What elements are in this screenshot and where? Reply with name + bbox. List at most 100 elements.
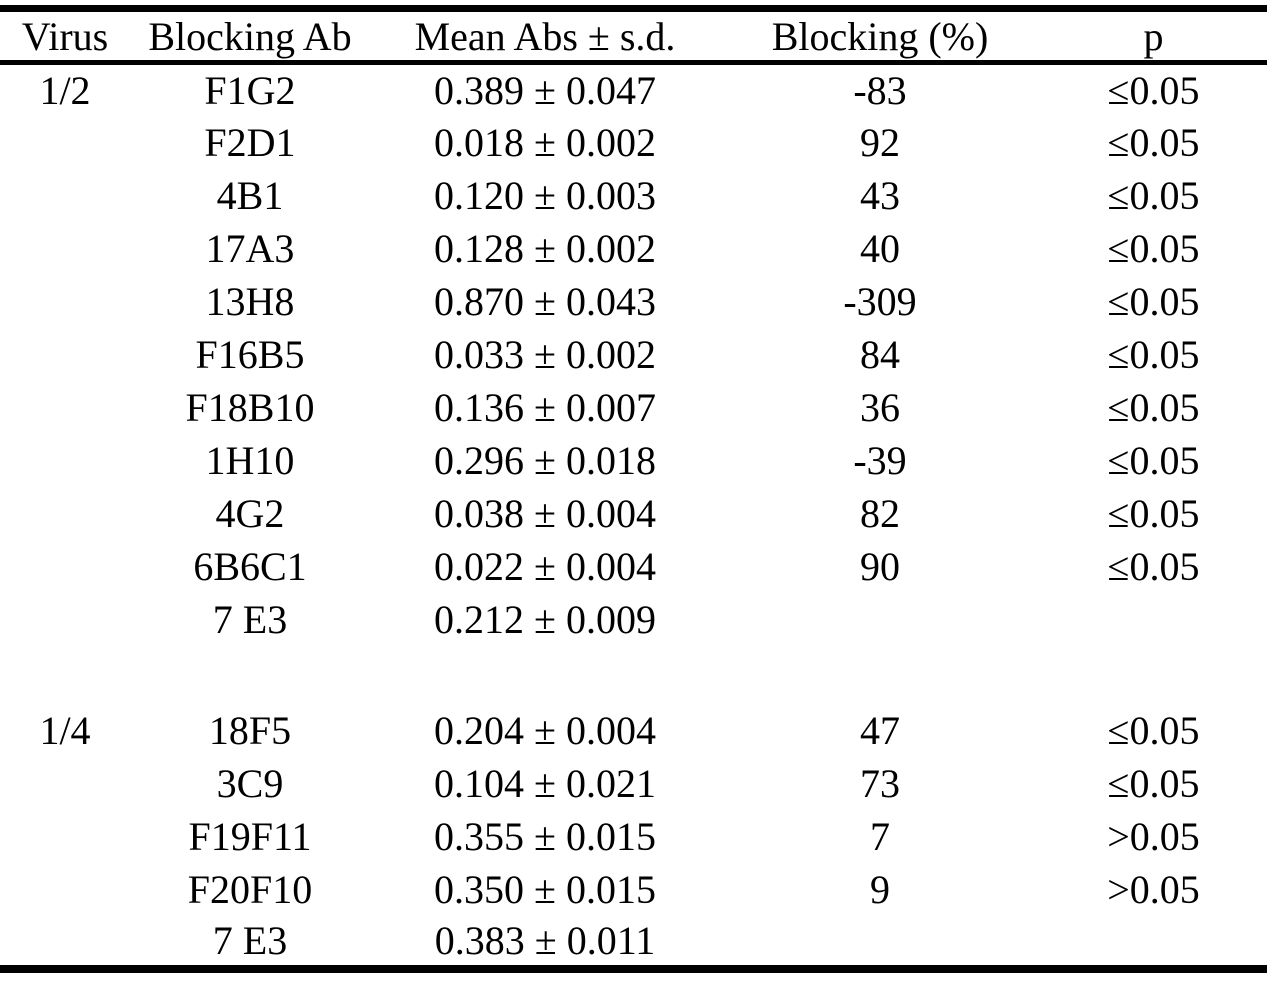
- blocking-ab-cell: 18F5: [208, 707, 292, 753]
- blocking-ab-cell: [130, 646, 370, 704]
- p-cell: ≤0.05: [1107, 760, 1200, 806]
- blocking-ab-cell: 17A3: [205, 225, 295, 271]
- p-cell: ≤0.05: [1107, 119, 1200, 165]
- p-cell: ≤0.05: [1107, 490, 1200, 536]
- table-row: 13H8 0.870 ± 0.043 -309 ≤0.05: [0, 275, 1267, 328]
- table-header-row: Virus Blocking Ab Mean Abs ± s.d. Blocki…: [0, 8, 1267, 63]
- blocking-pct-cell: 43: [860, 172, 900, 218]
- virus-cell: [0, 593, 130, 646]
- virus-cell: [0, 222, 130, 275]
- table-row: 1/2 F1G2 0.389 ± 0.047 -83 ≤0.05: [0, 63, 1267, 116]
- mean-abs-cell: 0.136 ± 0.007: [434, 384, 656, 430]
- blocking-pct-cell: 40: [860, 225, 900, 271]
- blocking-ab-cell: 7 E3: [212, 917, 288, 963]
- mean-abs-cell: 0.870 ± 0.043: [434, 278, 656, 324]
- blocking-pct-cell: [720, 916, 1040, 969]
- virus-cell: 1/2: [39, 67, 91, 113]
- table-row: 1H10 0.296 ± 0.018 -39 ≤0.05: [0, 434, 1267, 487]
- blocking-results-table: Virus Blocking Ab Mean Abs ± s.d. Blocki…: [0, 5, 1267, 973]
- virus-cell: [0, 434, 130, 487]
- p-cell: ≤0.05: [1107, 384, 1200, 430]
- virus-cell: [0, 275, 130, 328]
- virus-cell: [0, 810, 130, 863]
- blocking-pct-cell: 92: [860, 119, 900, 165]
- column-header-p: p: [1143, 13, 1164, 59]
- mean-abs-cell: 0.038 ± 0.004: [434, 490, 656, 536]
- p-cell: ≤0.05: [1107, 543, 1200, 589]
- blocking-pct-cell: -83: [853, 67, 907, 113]
- blocking-pct-cell: [720, 593, 1040, 646]
- mean-abs-cell: 0.128 ± 0.002: [434, 225, 656, 271]
- table-row: 6B6C1 0.022 ± 0.004 90 ≤0.05: [0, 540, 1267, 593]
- virus-cell: [0, 116, 130, 169]
- p-cell: [1040, 646, 1267, 704]
- column-header-mean-abs: Mean Abs ± s.d.: [414, 13, 676, 59]
- p-cell: >0.05: [1107, 813, 1200, 859]
- blocking-pct-cell: 82: [860, 490, 900, 536]
- virus-cell: 1/4: [39, 707, 91, 753]
- table-row: F16B5 0.033 ± 0.002 84 ≤0.05: [0, 328, 1267, 381]
- column-header-blocking-ab: Blocking Ab: [148, 13, 352, 59]
- mean-abs-cell: 0.350 ± 0.015: [434, 866, 656, 912]
- table-row: 1/4 18F5 0.204 ± 0.004 47 ≤0.05: [0, 704, 1267, 757]
- mean-abs-cell: 0.033 ± 0.002: [434, 331, 656, 377]
- blocking-ab-cell: 3C9: [216, 760, 284, 806]
- table-row: 4G2 0.038 ± 0.004 82 ≤0.05: [0, 487, 1267, 540]
- p-cell: ≤0.05: [1107, 278, 1200, 324]
- table-row: 3C9 0.104 ± 0.021 73 ≤0.05: [0, 757, 1267, 810]
- p-cell: ≤0.05: [1107, 437, 1200, 483]
- blocking-ab-cell: F16B5: [195, 331, 305, 377]
- column-header-blocking-pct: Blocking (%): [771, 13, 989, 59]
- table-row: 7 E3 0.212 ± 0.009: [0, 593, 1267, 646]
- mean-abs-cell: [370, 646, 720, 704]
- virus-cell: [0, 646, 130, 704]
- mean-abs-cell: 0.296 ± 0.018: [434, 437, 656, 483]
- virus-cell: [0, 381, 130, 434]
- blocking-pct-cell: -39: [853, 437, 907, 483]
- p-cell: >0.05: [1107, 866, 1200, 912]
- virus-cell: [0, 540, 130, 593]
- table-body: 1/2 F1G2 0.389 ± 0.047 -83 ≤0.05 F2D1 0.018 ± …: [0, 63, 1267, 969]
- table-row: 7 E3 0.383 ± 0.011: [0, 916, 1267, 969]
- virus-cell: [0, 328, 130, 381]
- column-header-virus: Virus: [21, 13, 109, 59]
- virus-cell: [0, 916, 130, 969]
- mean-abs-cell: 0.104 ± 0.021: [434, 760, 656, 806]
- virus-cell: [0, 487, 130, 540]
- blocking-ab-cell: F20F10: [187, 866, 313, 912]
- mean-abs-cell: 0.120 ± 0.003: [434, 172, 656, 218]
- virus-cell: [0, 757, 130, 810]
- mean-abs-cell: 0.212 ± 0.009: [434, 596, 656, 642]
- table-row: 4B1 0.120 ± 0.003 43 ≤0.05: [0, 169, 1267, 222]
- virus-cell: [0, 863, 130, 916]
- blocking-pct-cell: 7: [870, 813, 890, 859]
- blocking-pct-cell: 84: [860, 331, 900, 377]
- blocking-ab-cell: F18B10: [185, 384, 315, 430]
- mean-abs-cell: 0.355 ± 0.015: [434, 813, 656, 859]
- p-cell: ≤0.05: [1107, 331, 1200, 377]
- blocking-pct-cell: 90: [860, 543, 900, 589]
- p-cell: [1040, 593, 1267, 646]
- table-row: 17A3 0.128 ± 0.002 40 ≤0.05: [0, 222, 1267, 275]
- mean-abs-cell: 0.389 ± 0.047: [434, 67, 656, 113]
- mean-abs-cell: 0.018 ± 0.002: [434, 119, 656, 165]
- blocking-ab-cell: 1H10: [205, 437, 295, 483]
- blocking-ab-cell: 4B1: [216, 172, 284, 218]
- blocking-ab-cell: F1G2: [204, 67, 296, 113]
- virus-cell: [0, 169, 130, 222]
- spacer-row: [0, 646, 1267, 704]
- blocking-pct-cell: [720, 646, 1040, 704]
- blocking-ab-cell: 7 E3: [212, 596, 288, 642]
- mean-abs-cell: 0.204 ± 0.004: [434, 707, 656, 753]
- blocking-pct-cell: 47: [860, 707, 900, 753]
- p-cell: ≤0.05: [1107, 67, 1200, 113]
- p-cell: ≤0.05: [1107, 225, 1200, 271]
- p-cell: ≤0.05: [1107, 172, 1200, 218]
- blocking-pct-cell: 36: [860, 384, 900, 430]
- p-cell: [1040, 916, 1267, 969]
- mean-abs-cell: 0.022 ± 0.004: [434, 543, 656, 589]
- table-row: F19F11 0.355 ± 0.015 7 >0.05: [0, 810, 1267, 863]
- blocking-pct-cell: 9: [870, 866, 890, 912]
- table-row: F20F10 0.350 ± 0.015 9 >0.05: [0, 863, 1267, 916]
